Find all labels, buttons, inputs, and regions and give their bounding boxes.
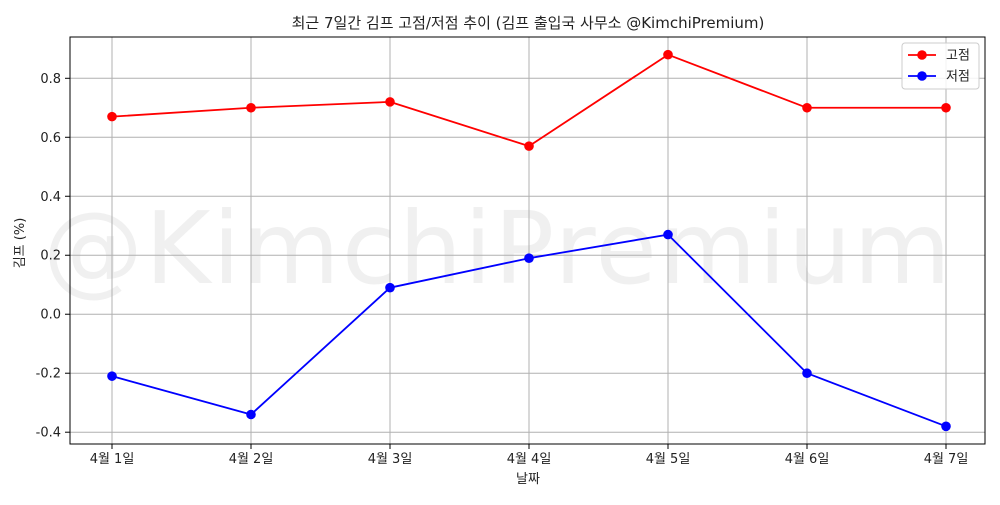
data-point: [385, 282, 395, 293]
data-point: [524, 253, 534, 263]
legend-label: 저점: [946, 70, 970, 85]
data-point: [802, 102, 812, 113]
data-point: [802, 368, 812, 379]
series-1: [107, 49, 951, 151]
y-axis-label: 김프 (%): [13, 218, 28, 269]
data-point: [107, 371, 117, 381]
data-point: [663, 229, 673, 240]
watermark-layer: @KimchiPremium: [43, 190, 953, 307]
legend-label: 고점: [946, 49, 970, 64]
x-tick-label: 4월 2일: [229, 452, 274, 467]
watermark-text: @KimchiPremium: [43, 190, 953, 307]
y-tick-label: -0.4: [36, 426, 61, 441]
data-point: [107, 111, 117, 122]
series-2: [107, 229, 951, 432]
x-tick-label: 4월 5일: [646, 452, 691, 467]
y-tick-label: 0.8: [40, 72, 61, 87]
axis-ticks: 4월 1일 4월 2일 4월 3일 4월 4일 4월 5일 4월 6일 4월 7일 -0.4 -…: [36, 72, 969, 467]
data-point: [524, 141, 534, 151]
x-axis-label: 날짜: [516, 472, 540, 487]
x-tick-label: 4월 6일: [785, 452, 830, 467]
data-point: [941, 102, 951, 113]
series-layer: [107, 49, 951, 432]
data-point: [941, 421, 951, 432]
x-tick-label: 4월 7일: [924, 452, 969, 467]
legend-marker: [917, 71, 927, 81]
y-tick-label: 0.2: [40, 249, 61, 264]
plot-frame: [69, 36, 986, 445]
data-point: [246, 409, 256, 420]
data-point: [385, 97, 395, 107]
y-tick-label: -0.2: [36, 367, 61, 382]
x-tick-label: 4월 3일: [368, 452, 413, 467]
y-tick-label: 0.4: [40, 190, 61, 205]
data-point: [663, 49, 673, 60]
y-tick-label: 0.6: [40, 131, 61, 146]
chart-title: 최근 7일간 김프 고점/저점 추이 (김프 출입국 사무소 @KimchiPr…: [292, 14, 765, 32]
data-point: [246, 102, 256, 113]
y-tick-label: 0.0: [40, 308, 61, 323]
x-tick-label: 4월 4일: [507, 452, 552, 467]
x-tick-label: 4월 1일: [90, 452, 135, 467]
legend-marker: [917, 50, 927, 60]
